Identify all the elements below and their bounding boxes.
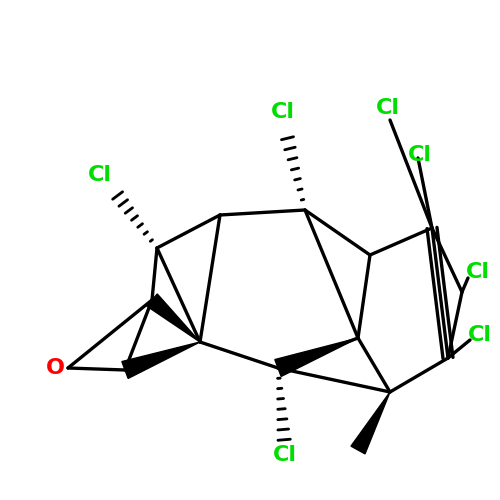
Polygon shape [146, 294, 200, 342]
Polygon shape [275, 338, 358, 376]
Text: Cl: Cl [408, 145, 432, 165]
Text: Cl: Cl [468, 325, 492, 345]
Polygon shape [351, 392, 390, 454]
Text: Cl: Cl [466, 262, 490, 282]
Text: Cl: Cl [376, 98, 400, 118]
Text: Cl: Cl [88, 165, 112, 185]
Polygon shape [122, 342, 200, 378]
Text: Cl: Cl [273, 445, 297, 465]
Text: Cl: Cl [271, 102, 295, 122]
Text: O: O [46, 358, 64, 378]
